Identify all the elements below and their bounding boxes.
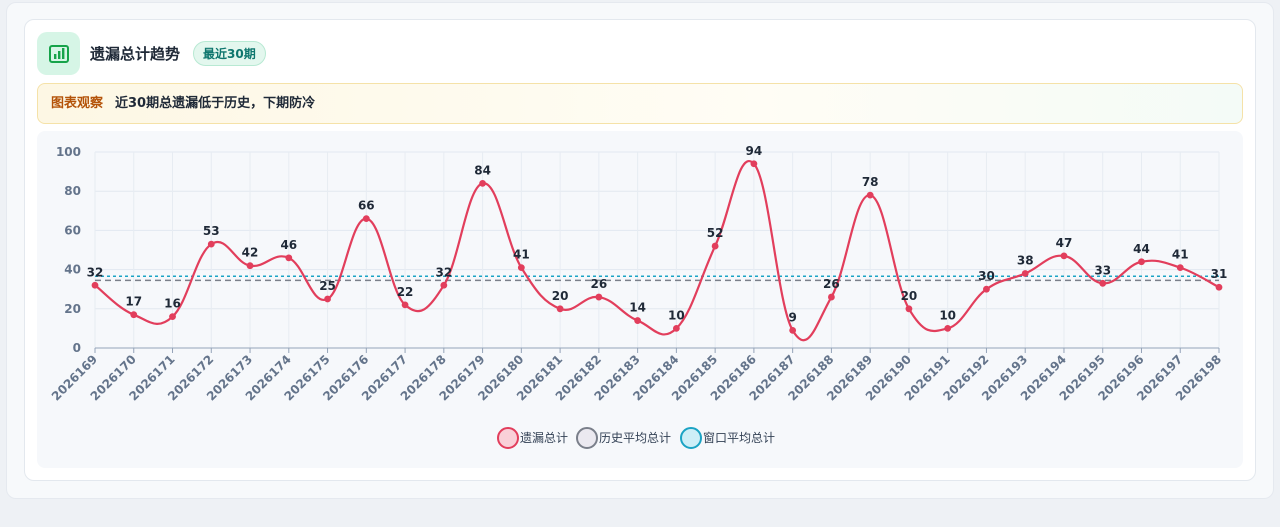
data-label: 20 [901, 289, 918, 303]
data-point [285, 254, 293, 262]
data-point [750, 160, 758, 168]
data-point [828, 293, 835, 301]
reference-lines [95, 275, 1219, 282]
y-tick-label: 80 [64, 184, 81, 198]
insight-label: 图表观察 [51, 96, 104, 111]
missing-total-line [94, 160, 1220, 342]
data-point [479, 179, 486, 187]
data-point [905, 305, 913, 313]
data-point [944, 325, 952, 332]
chart-panel [37, 131, 1243, 468]
data-label: 26 [823, 277, 840, 291]
data-label: 33 [1094, 263, 1111, 277]
data-point [91, 281, 99, 289]
data-point [672, 325, 680, 332]
data-label: 41 [1172, 248, 1189, 262]
data-point [1138, 258, 1145, 266]
data-point [169, 313, 176, 321]
data-point [983, 285, 990, 293]
data-label: 42 [242, 246, 259, 260]
insight-banner: 图表观察 近30期总遗漏低于历史，下期防冷 [37, 83, 1243, 124]
data-label: 16 [164, 297, 181, 311]
data-point [789, 326, 797, 334]
data-label: 20 [552, 289, 569, 303]
y-tick-label: 40 [64, 263, 81, 277]
data-point [246, 262, 254, 270]
data-label: 31 [1211, 267, 1228, 281]
legend-item[interactable]: 遗漏总计 [497, 427, 568, 449]
legend: 遗漏总计 历史平均总计 窗口平均总计 [497, 427, 775, 449]
y-tick-label: 60 [64, 223, 81, 237]
legend-label: 窗口平均总计 [703, 431, 775, 445]
legend-item[interactable]: 历史平均总计 [576, 427, 671, 449]
legend-marker [576, 427, 598, 449]
data-label: 66 [358, 199, 375, 213]
data-point [1215, 283, 1223, 291]
data-label: 22 [397, 285, 414, 299]
legend-marker [497, 427, 519, 449]
data-point [866, 191, 874, 199]
data-label: 41 [513, 248, 530, 262]
data-point [517, 264, 525, 272]
data-point [1099, 279, 1107, 287]
data-label: 30 [978, 269, 995, 283]
legend-label: 历史平均总计 [599, 431, 671, 445]
legend-marker [680, 427, 702, 449]
series-layer: 32 17 16 53 42 46 25 66 22 32 84 41 20 26 14 10 52 94 9 26 7… [87, 144, 1228, 342]
data-point [556, 305, 564, 313]
chart-title: 遗漏总计趋势 [90, 45, 181, 63]
data-point [711, 242, 719, 250]
data-point [1176, 264, 1184, 272]
data-label: 53 [203, 224, 220, 238]
data-point [401, 301, 409, 309]
data-label: 44 [1133, 242, 1150, 256]
insight-text: 近30期总遗漏低于历史，下期防冷 [115, 96, 316, 111]
data-label: 10 [939, 308, 956, 322]
data-point [440, 281, 448, 289]
data-point [1060, 252, 1068, 260]
data-point [595, 293, 603, 301]
data-label: 32 [87, 265, 104, 279]
data-label: 10 [668, 308, 685, 322]
legend-label: 遗漏总计 [520, 431, 568, 445]
y-tick-label: 100 [56, 145, 81, 159]
grid-lines [94, 151, 1220, 349]
data-label: 46 [280, 238, 297, 252]
data-point [1021, 270, 1029, 277]
y-tick-label: 0 [73, 341, 81, 355]
data-label: 38 [1017, 254, 1034, 268]
data-label: 84 [474, 163, 491, 177]
data-label: 14 [629, 301, 646, 315]
data-label: 26 [591, 277, 608, 291]
data-label: 78 [862, 175, 879, 189]
bar-chart-icon [37, 32, 80, 75]
data-label: 17 [125, 295, 142, 309]
data-label: 32 [435, 265, 452, 279]
data-point [130, 311, 138, 319]
data-label: 25 [319, 279, 336, 293]
data-label: 47 [1056, 236, 1073, 250]
period-badge[interactable]: 最近30期 [193, 41, 266, 66]
legend-item[interactable]: 窗口平均总计 [680, 427, 775, 449]
axis-ticks: 0204060801002026169202617020261712026172… [49, 145, 1224, 403]
data-point [207, 240, 215, 248]
data-label: 52 [707, 226, 724, 240]
data-point [634, 317, 642, 324]
data-label: 94 [746, 144, 763, 158]
data-label: 9 [788, 310, 796, 324]
y-tick-label: 20 [64, 302, 81, 316]
data-point [362, 215, 370, 223]
data-point [324, 295, 331, 303]
